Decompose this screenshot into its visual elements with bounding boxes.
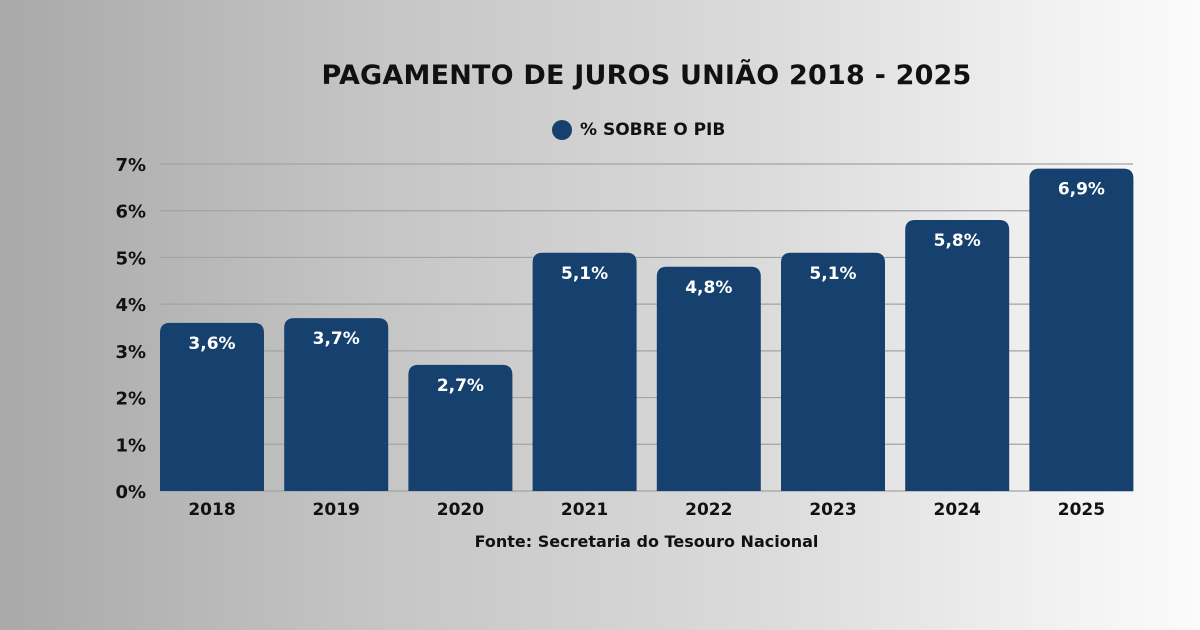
data-label: 4,8% (685, 278, 732, 298)
bar-2024 (905, 220, 1010, 492)
x-tick-label: 2019 (313, 500, 360, 520)
y-tick-label: 1% (115, 435, 146, 456)
bar-2025 (1029, 168, 1134, 491)
bar-2023 (781, 252, 885, 491)
y-tick-label: 7% (115, 155, 146, 176)
legend: % SOBRE O PIB (552, 120, 725, 140)
bar-2019 (284, 318, 389, 491)
x-tick-label: 2024 (934, 500, 981, 520)
y-tick-label: 0% (115, 482, 146, 503)
x-tick-label: 2020 (437, 500, 484, 520)
x-tick-label: 2023 (809, 500, 856, 520)
x-tick-label: 2021 (561, 500, 608, 520)
bar-2021 (532, 252, 637, 491)
y-tick-label: 5% (115, 248, 146, 269)
source-note: Fonte: Secretaria do Tesouro Nacional (474, 532, 819, 551)
data-label: 3,6% (188, 334, 235, 354)
data-label: 5,1% (809, 264, 856, 284)
data-label: 2,7% (437, 376, 484, 396)
x-tick-label: 2022 (685, 500, 732, 520)
bar-2022 (656, 266, 761, 491)
data-label: 5,8% (934, 231, 981, 251)
chart-title: PAGAMENTO DE JUROS UNIÃO 2018 - 2025 (321, 60, 972, 91)
y-tick-label: 3% (115, 342, 146, 363)
data-label: 3,7% (313, 329, 360, 349)
data-label: 5,1% (561, 264, 608, 284)
bar-2018 (160, 322, 264, 491)
y-tick-label: 4% (115, 295, 146, 316)
y-tick-label: 6% (115, 202, 146, 223)
x-tick-label: 2018 (188, 500, 235, 520)
legend-label: % SOBRE O PIB (580, 120, 726, 140)
y-tick-label: 2% (115, 389, 146, 410)
bar-2020 (408, 364, 513, 491)
legend-swatch (552, 120, 572, 140)
data-label: 6,9% (1058, 180, 1105, 200)
x-tick-label: 2025 (1058, 500, 1105, 520)
